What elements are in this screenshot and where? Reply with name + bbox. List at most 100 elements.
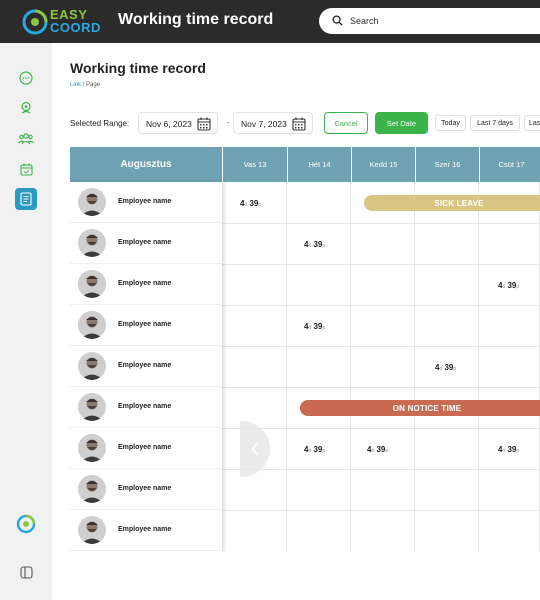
employee-column: Employee name Employee name Employee nam…	[70, 182, 222, 552]
quick-range-last-more[interactable]: Las	[524, 115, 540, 131]
breadcrumb-link[interactable]: Link	[70, 82, 82, 88]
sidebar-item-users[interactable]	[15, 128, 37, 150]
start-date-field[interactable]: Nov 6, 2023	[138, 112, 218, 134]
grid-divider	[414, 182, 415, 552]
quick-range-today[interactable]: Today	[435, 115, 466, 131]
employee-name: Employee name	[118, 403, 172, 410]
document-icon	[20, 192, 32, 206]
calendar-icon	[292, 117, 306, 131]
employee-row[interactable]: Employee name	[70, 305, 222, 346]
time-entry[interactable]: 4ó 39p	[498, 445, 520, 454]
avatar	[78, 393, 106, 421]
time-entry[interactable]: 4ó 39p	[240, 199, 262, 208]
employee-name: Employee name	[118, 526, 172, 533]
employee-row[interactable]: Employee name	[70, 264, 222, 305]
page-title: Working time record	[70, 60, 206, 76]
search-input[interactable]	[350, 13, 530, 29]
location-pin-icon	[21, 101, 31, 114]
top-bar: EASY COORD Working time record	[0, 0, 540, 43]
day-header: Vas 13	[222, 147, 287, 182]
employee-row[interactable]: Employee name	[70, 428, 222, 469]
time-entry[interactable]: 4ó 39p	[435, 363, 457, 372]
set-date-button[interactable]: Set Date	[375, 112, 428, 134]
employee-row[interactable]: Employee name	[70, 469, 222, 510]
logo-line-2: COORD	[50, 20, 101, 35]
range-dash: -	[227, 118, 230, 127]
main-content: Working time record Link / Page Selected…	[52, 43, 540, 600]
employee-row[interactable]: Employee name	[70, 346, 222, 387]
users-icon	[18, 133, 34, 145]
time-entry[interactable]: 4ó 39p	[304, 322, 326, 331]
avatar	[78, 475, 106, 503]
grid-row-divider	[222, 346, 540, 347]
avatar	[78, 270, 106, 298]
sidebar-app-logo[interactable]	[15, 513, 37, 535]
day-header: Kedd 15	[351, 147, 415, 182]
app-logo[interactable]: EASY COORD	[22, 6, 102, 38]
quick-range-last-7-days[interactable]: Last 7 days	[470, 115, 520, 131]
employee-name: Employee name	[118, 280, 172, 287]
employee-row[interactable]: Employee name	[70, 182, 222, 223]
breadcrumb-separator: /	[82, 82, 85, 88]
cancel-button[interactable]: Cancel	[324, 112, 368, 134]
app-logo-icon	[16, 514, 36, 534]
chat-bubble-icon	[19, 71, 33, 85]
sidebar-toggle-icon	[19, 565, 33, 579]
search-bar[interactable]	[319, 8, 540, 34]
grid-row-divider	[222, 510, 540, 511]
employee-name: Employee name	[118, 362, 172, 369]
month-header: Augusztus	[70, 147, 222, 182]
notice-time-bar[interactable]: ON NOTICE TIME	[300, 400, 540, 416]
sidebar-toggle[interactable]	[15, 561, 37, 583]
employee-name: Employee name	[118, 198, 172, 205]
avatar	[78, 352, 106, 380]
grid-row-divider	[222, 264, 540, 265]
avatar	[78, 434, 106, 462]
day-header: Hét 14	[287, 147, 351, 182]
end-date-field[interactable]: Nov 7, 2023	[233, 112, 313, 134]
sidebar	[0, 43, 52, 600]
grid-divider	[478, 182, 479, 552]
employee-name: Employee name	[118, 321, 172, 328]
sidebar-item-records[interactable]	[15, 188, 37, 210]
grid-row-divider	[222, 305, 540, 306]
logo-text: EASY COORD	[50, 8, 101, 34]
sidebar-item-location[interactable]	[15, 97, 37, 119]
avatar	[78, 516, 106, 544]
employee-row[interactable]: Employee name	[70, 387, 222, 428]
time-entry[interactable]: 4ó 39p	[304, 445, 326, 454]
grid-row-divider	[222, 469, 540, 470]
grid-row-divider	[222, 387, 540, 388]
employee-row[interactable]: Employee name	[70, 510, 222, 551]
chevron-left-icon	[251, 442, 259, 456]
breadcrumb: Link / Page	[70, 82, 100, 88]
range-label: Selected Range:	[70, 119, 130, 128]
calendar-icon	[19, 163, 33, 176]
app-title: Working time record	[118, 11, 274, 28]
sidebar-item-calendar[interactable]	[15, 158, 37, 180]
employee-row[interactable]: Employee name	[70, 223, 222, 264]
grid-divider	[350, 182, 351, 552]
day-header: Szer 16	[415, 147, 479, 182]
employee-name: Employee name	[118, 444, 172, 451]
time-entry[interactable]: 4ó 39p	[304, 240, 326, 249]
avatar	[78, 229, 106, 257]
calendar-icon	[197, 117, 211, 131]
sick-leave-bar[interactable]: SICK LEAVE	[364, 195, 540, 211]
grid-row-divider	[222, 428, 540, 429]
employee-name: Employee name	[118, 239, 172, 246]
day-header: Csüt 17	[479, 147, 540, 182]
logo-line-1: EASY	[50, 7, 88, 22]
avatar	[78, 311, 106, 339]
time-grid: Augusztus Vas 13 Hét 14 Kedd 15 Szer 16 …	[70, 147, 540, 552]
time-entry[interactable]: 4ó 39p	[367, 445, 389, 454]
sidebar-item-chat[interactable]	[15, 67, 37, 89]
start-date-value: Nov 6, 2023	[146, 119, 192, 129]
time-entry[interactable]: 4ó 39p	[498, 281, 520, 290]
grid-row-divider	[222, 223, 540, 224]
employee-name: Employee name	[118, 485, 172, 492]
avatar	[78, 188, 106, 216]
grid-divider	[286, 182, 287, 552]
logo-mark-icon	[22, 9, 48, 35]
end-date-value: Nov 7, 2023	[241, 119, 287, 129]
